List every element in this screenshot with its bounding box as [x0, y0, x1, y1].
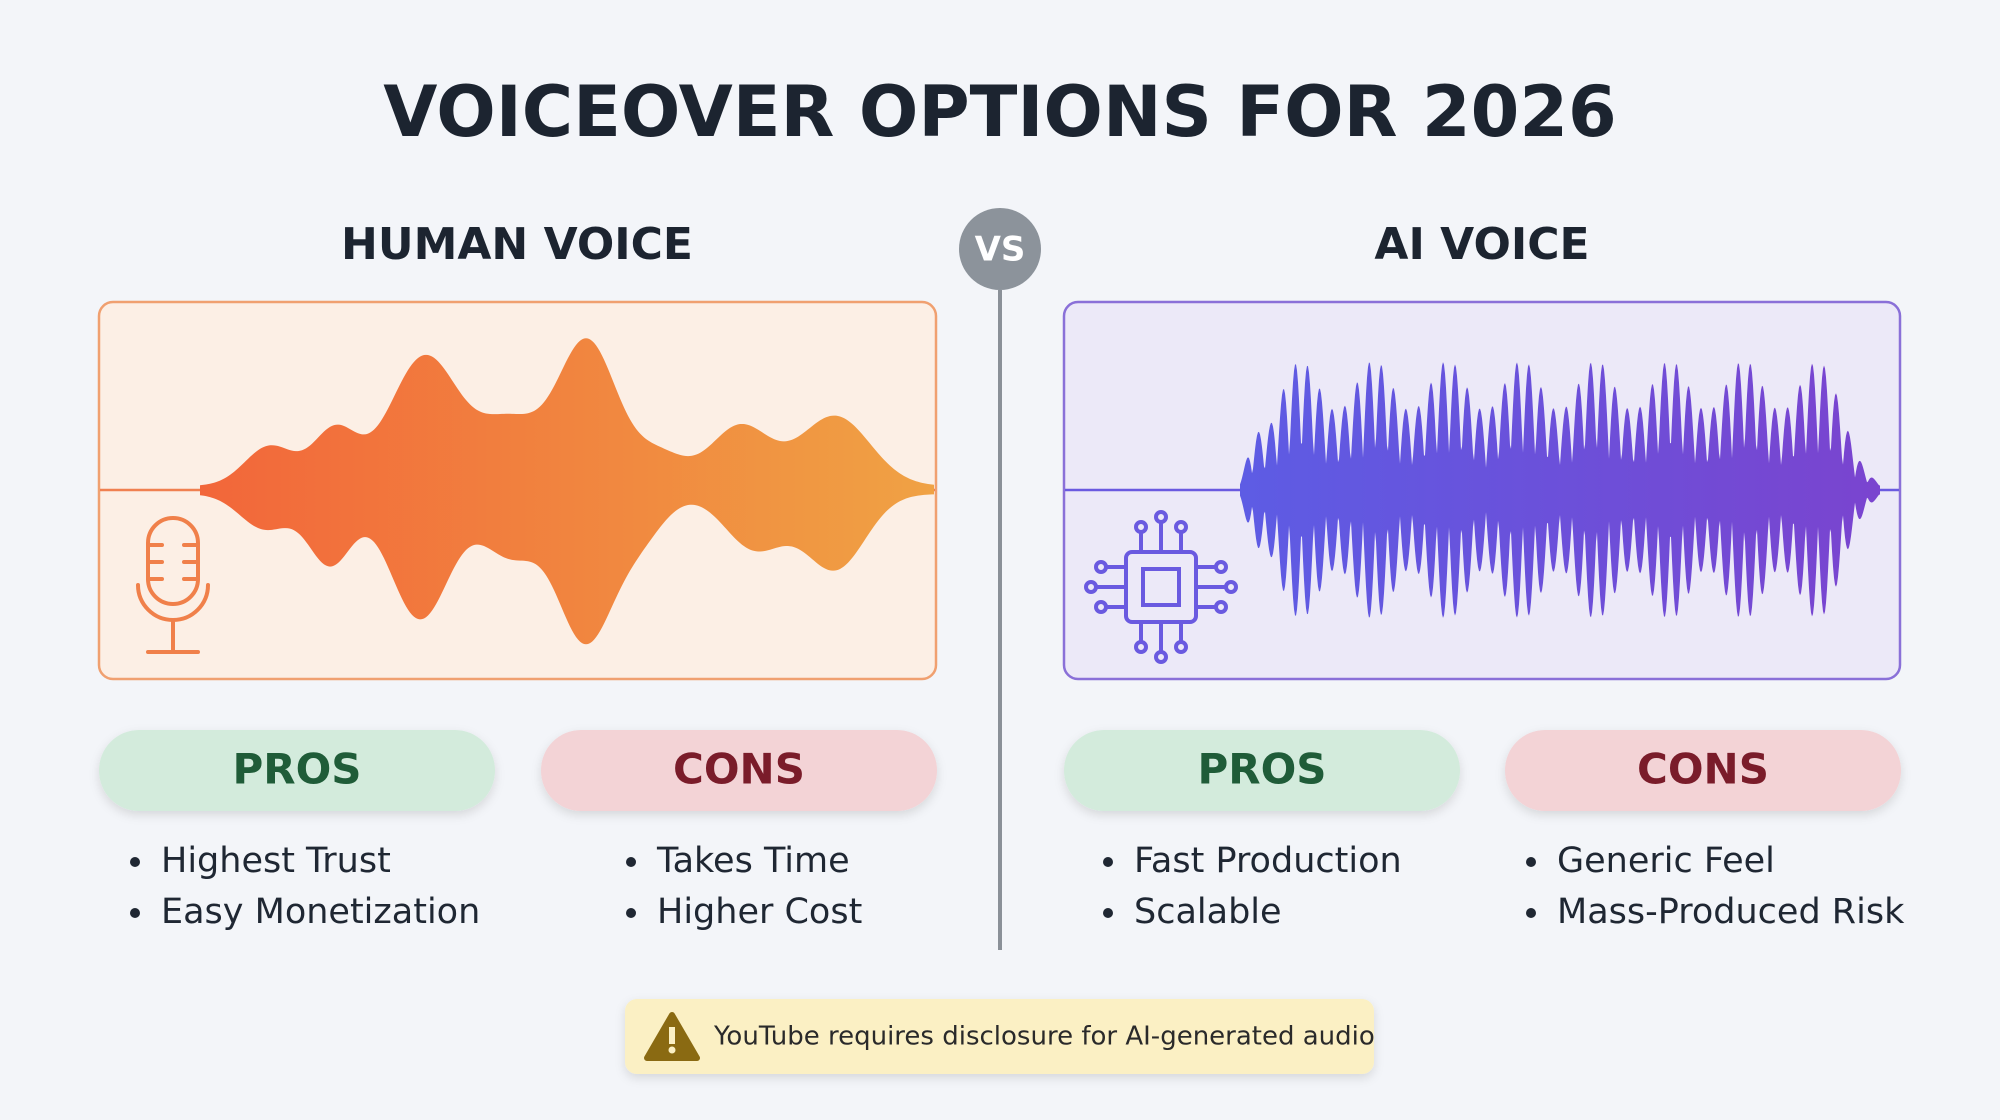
bullet: [1526, 908, 1536, 918]
human-waveform: [200, 338, 934, 645]
vs-label: VS: [975, 230, 1026, 270]
list-item: Takes Time: [656, 841, 850, 881]
microphone-icon: [136, 516, 210, 654]
bullet: [1526, 857, 1536, 867]
ai-waveform: [1240, 362, 1880, 618]
list-item: Higher Cost: [657, 892, 862, 932]
cons-pill: [541, 730, 937, 811]
pros-cons: PROS Highest Trust Easy Monetization CONS Ta…: [99, 730, 1905, 932]
chip-icon: [1084, 510, 1238, 664]
list-item: Mass-Produced Risk: [1557, 892, 1905, 932]
pros-heading: PROS: [1197, 745, 1326, 794]
pros-pill: [99, 730, 495, 811]
list-item: Generic Feel: [1557, 841, 1775, 881]
list-item: Highest Trust: [161, 841, 391, 881]
cons-heading: CONS: [673, 745, 805, 794]
side-label: AI VOICE: [1374, 219, 1589, 270]
list-item: Fast Production: [1134, 841, 1402, 881]
note: YouTube requires disclosure for AI-gener…: [713, 1022, 1375, 1052]
cons-heading: CONS: [1637, 745, 1769, 794]
bullet: [130, 908, 140, 918]
note-box: [625, 999, 1374, 1074]
list-item: Easy Monetization: [161, 892, 480, 932]
bullet: [130, 857, 140, 867]
pros-pill: [1064, 730, 1460, 811]
pros-heading: PROS: [232, 745, 361, 794]
warning-icon: [644, 1012, 700, 1061]
list-item: Scalable: [1134, 892, 1282, 932]
bullet: [1103, 908, 1113, 918]
bullet: [1103, 857, 1113, 867]
bullet: [626, 857, 636, 867]
side-label: HUMAN VOICE: [341, 219, 693, 270]
bullet: [626, 908, 636, 918]
cons-pill: [1505, 730, 1901, 811]
title: VOICEOVER OPTIONS FOR 2026: [383, 71, 1616, 153]
vs-badge: [959, 208, 1041, 290]
